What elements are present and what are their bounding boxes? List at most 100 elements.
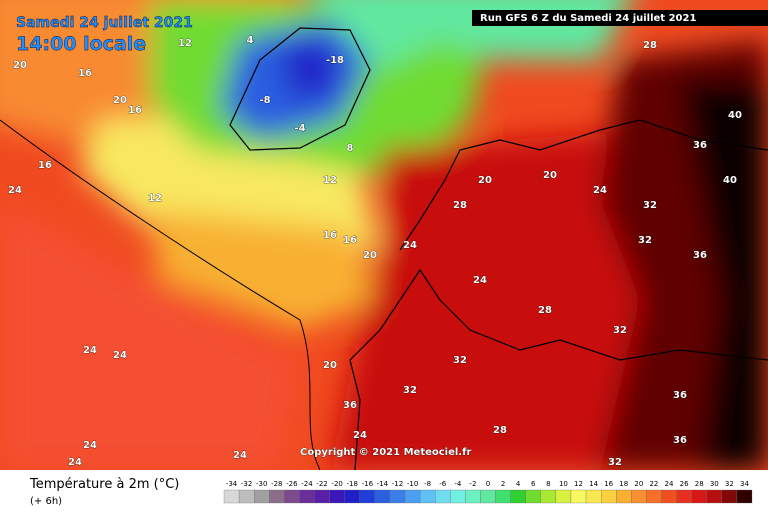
map-label: 12 xyxy=(323,175,337,186)
scale-swatch xyxy=(269,489,285,504)
scale-tick-label: 10 xyxy=(559,480,568,488)
scale-swatch xyxy=(238,489,255,504)
scale-swatch xyxy=(435,489,451,504)
scale-swatch xyxy=(404,489,421,504)
map-label: 32 xyxy=(608,457,622,468)
scale-swatch xyxy=(314,489,330,504)
map-label: 36 xyxy=(673,435,687,446)
scale-tick-label: 26 xyxy=(680,480,689,488)
map-label: 4 xyxy=(247,35,254,46)
run-info: Run GFS 6 Z du Samedi 24 juillet 2021 xyxy=(480,13,696,24)
map-label: 8 xyxy=(347,143,354,154)
map-label: 32 xyxy=(638,235,652,246)
map-label: 32 xyxy=(453,355,467,366)
scale-tick-label: 4 xyxy=(516,480,521,488)
scale-swatch xyxy=(465,489,481,504)
map-label: 24 xyxy=(353,430,367,441)
scale-tick-label: -28 xyxy=(271,480,282,488)
copyright: Copyright © 2021 Meteociel.fr xyxy=(300,447,471,458)
scale-tick-label: 30 xyxy=(710,480,719,488)
scale-tick-label: 0 xyxy=(486,480,490,488)
map-label: 24 xyxy=(83,345,97,356)
scale-swatch xyxy=(646,489,662,504)
scale-swatch xyxy=(329,489,345,504)
scale-swatch xyxy=(359,489,376,504)
scale-tick-label: 8 xyxy=(546,480,550,488)
scale-tick-label: -2 xyxy=(469,480,476,488)
scale-tick-label: -14 xyxy=(377,480,389,488)
scale-swatch xyxy=(254,489,270,504)
map-label: -18 xyxy=(326,55,344,66)
scale-swatch xyxy=(631,489,647,504)
scale-tick-label: -8 xyxy=(424,480,431,488)
map-label: 16 xyxy=(128,105,142,116)
map-label: 32 xyxy=(643,200,657,211)
map-label: 28 xyxy=(493,425,507,436)
scale-tick-label: 34 xyxy=(740,480,749,488)
map-label: 24 xyxy=(8,185,22,196)
scale-tick-label: 2 xyxy=(501,480,505,488)
scale-swatch xyxy=(450,489,466,504)
map-label: 36 xyxy=(673,390,687,401)
map-label: 36 xyxy=(693,250,707,261)
map-label: 36 xyxy=(343,400,357,411)
map-label: 12 xyxy=(178,38,192,49)
date-label: Samedi 24 juillet 2021 xyxy=(16,15,193,31)
map-label: 24 xyxy=(83,440,97,451)
scale-tick-label: -30 xyxy=(256,480,267,488)
scale-swatch xyxy=(691,489,707,504)
color-scale: -34 -32 -30 -28 -26 -24 -22 -20 -18 -16 -14 -12 -10-… xyxy=(223,480,753,504)
scale-tick-label: -12 xyxy=(392,480,403,488)
scale-swatch xyxy=(510,489,526,504)
map-label: 16 xyxy=(343,235,357,246)
scale-tick-label: 24 xyxy=(665,480,674,488)
scale-tick-label: -6 xyxy=(439,480,447,488)
map-label: 24 xyxy=(233,450,247,461)
map-label: 32 xyxy=(613,325,627,336)
scale-swatch xyxy=(661,489,677,504)
scale-swatch xyxy=(585,489,602,504)
map-label: 28 xyxy=(453,200,467,211)
scale-tick-label: 22 xyxy=(649,480,658,488)
scale-swatch xyxy=(525,489,541,504)
map-label: 28 xyxy=(643,40,657,51)
map-label: 20 xyxy=(113,95,127,106)
scale-tick-label: -4 xyxy=(454,480,462,488)
scale-tick-label: -34 xyxy=(226,480,238,488)
scale-swatch xyxy=(706,489,722,504)
run-banner xyxy=(472,10,768,26)
map-label: 24 xyxy=(68,457,82,468)
scale-swatch xyxy=(284,489,300,504)
scale-swatch xyxy=(540,489,557,504)
scale-tick-label: 18 xyxy=(619,480,628,488)
map-label: 24 xyxy=(593,185,607,196)
scale-swatch xyxy=(676,489,692,504)
map-label: 16 xyxy=(78,68,92,79)
scale-tick-label: 6 xyxy=(531,480,536,488)
scale-swatch xyxy=(344,489,360,504)
map-label: 24 xyxy=(473,275,487,286)
scale-swatch xyxy=(389,489,406,504)
scale-tick-label: -22 xyxy=(316,480,327,488)
scale-tick-label: 12 xyxy=(574,480,583,488)
map-label: 32 xyxy=(403,385,417,396)
scale-swatch xyxy=(419,489,436,504)
scale-tick-label: 28 xyxy=(695,480,704,488)
map-label: 40 xyxy=(723,175,737,186)
map-label: 24 xyxy=(403,240,417,251)
footer-subtitle: (+ 6h) xyxy=(30,496,62,507)
scale-swatch xyxy=(495,489,511,504)
scale-swatch xyxy=(600,489,617,504)
scale-swatch xyxy=(570,489,587,504)
map-label: 20 xyxy=(363,250,377,261)
scale-tick-label: -18 xyxy=(347,480,358,488)
map-label: 20 xyxy=(543,170,557,181)
map-label: 20 xyxy=(478,175,492,186)
scale-swatch xyxy=(616,489,632,504)
scale-tick-label: -20 xyxy=(331,480,342,488)
scale-tick-label: 20 xyxy=(634,480,643,488)
scale-tick-label: -16 xyxy=(362,480,374,488)
scale-swatch xyxy=(374,489,391,504)
map-label: 16 xyxy=(38,160,52,171)
